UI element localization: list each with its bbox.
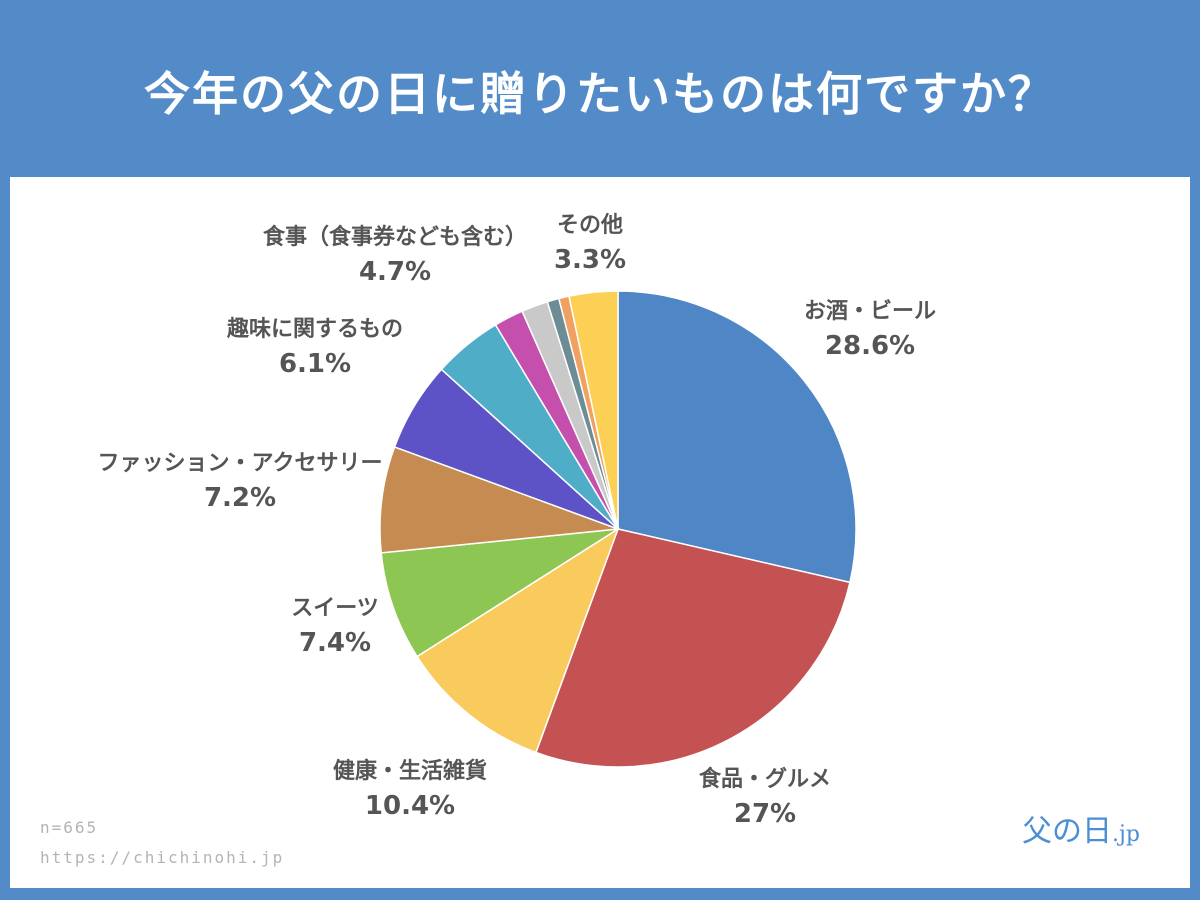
pie-slice-2 <box>416 527 620 754</box>
label-percent: 28.6% <box>824 330 916 361</box>
label-percent: 7.2% <box>203 482 277 513</box>
label-sweets: スイーツ 7.4% <box>270 593 400 663</box>
label-name: 趣味に関するもの <box>226 317 403 342</box>
label-health-goods: 健康・生活雑貨 10.4% <box>310 756 510 826</box>
logo-suffix: .jp <box>1112 822 1140 847</box>
pie-slice-3 <box>380 528 619 658</box>
label-name: お酒・ビール <box>803 299 936 324</box>
label-name: 健康・生活雑貨 <box>332 759 487 784</box>
sample-size: n=665 <box>40 818 99 837</box>
label-name: 食品・グルメ <box>698 767 831 792</box>
label-percent: 27% <box>733 798 797 829</box>
chart-title: 今年の父の日に贈りたいものは何ですか？ <box>144 67 1056 121</box>
logo-text: 父の日 <box>1022 814 1112 849</box>
pie-slice-0 <box>617 290 857 584</box>
label-percent: 3.3% <box>553 244 627 275</box>
label-food-gourmet: 食品・グルメ 27% <box>685 764 845 834</box>
label-percent: 7.4% <box>298 627 372 658</box>
pie-slice-11 <box>568 290 619 530</box>
label-osake-beer: お酒・ビール 28.6% <box>790 296 950 366</box>
pie-slice-1 <box>535 528 851 768</box>
label-name: 食事（食事券なども含む） <box>262 225 527 250</box>
label-percent: 10.4% <box>364 790 456 821</box>
source-url: https://chichinohi.jp <box>40 848 285 867</box>
label-percent: 6.1% <box>278 348 352 379</box>
label-other: その他 3.3% <box>540 210 640 280</box>
label-meal: 食事（食事券なども含む） 4.7% <box>235 222 555 292</box>
label-name: スイーツ <box>291 596 379 621</box>
label-fashion: ファッション・アクセサリー 7.2% <box>95 448 385 518</box>
label-percent: 4.7% <box>358 256 432 287</box>
pie-slice-4 <box>379 446 619 554</box>
label-name: その他 <box>556 213 623 238</box>
label-hobby: 趣味に関するもの 6.1% <box>205 314 425 384</box>
label-name: ファッション・アクセサリー <box>97 451 383 476</box>
site-logo: 父の日.jp <box>1022 806 1140 850</box>
